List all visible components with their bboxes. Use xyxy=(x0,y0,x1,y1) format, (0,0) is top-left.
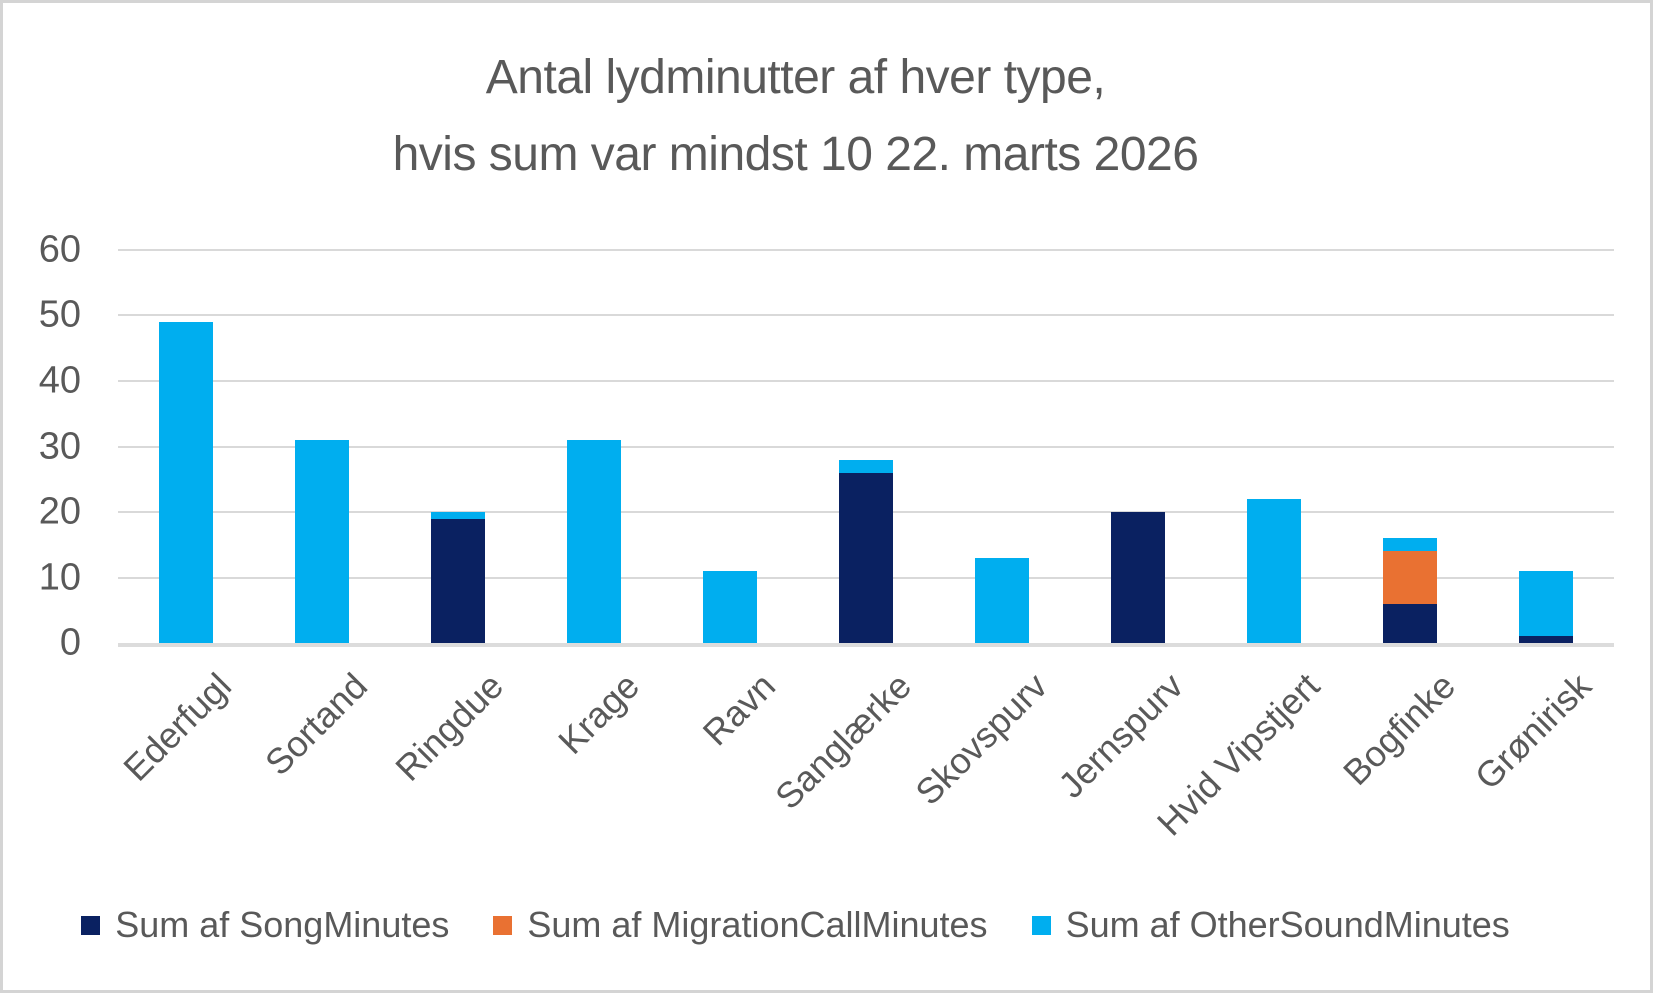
bar-segment xyxy=(1247,498,1301,643)
bar-segment xyxy=(1383,538,1437,552)
legend: Sum af SongMinutes Sum af MigrationCallM… xyxy=(3,901,1650,949)
bar-segment xyxy=(431,512,485,519)
legend-label-migrationcallminutes: Sum af MigrationCallMinutes xyxy=(527,904,988,945)
legend-item-othersoundminutes: Sum af OtherSoundMinutes xyxy=(1031,904,1510,946)
bar-bogfinke xyxy=(1342,250,1478,643)
y-tick-label-60: 60 xyxy=(38,228,81,271)
bar-segment xyxy=(1519,636,1573,643)
x-axis-label-sortand: Sortand xyxy=(256,665,375,784)
legend-swatch-migrationcallminutes xyxy=(493,915,513,935)
bar-segment xyxy=(295,439,349,643)
plot-area xyxy=(118,249,1614,647)
gridline-50 xyxy=(118,314,1614,317)
bar-segment xyxy=(1383,551,1437,604)
chart-title-line2: hvis sum var mindst 10 22. marts 2026 xyxy=(392,128,1199,181)
bar-hvid-vipstjert xyxy=(1206,250,1342,643)
gridline-30 xyxy=(118,445,1614,448)
bar-ringdue xyxy=(390,250,526,643)
bar-segment xyxy=(1111,512,1165,643)
bar-segment xyxy=(839,459,893,473)
y-tick-label-10: 10 xyxy=(38,556,81,598)
gridline-40 xyxy=(118,379,1614,382)
x-axis: Ederfugl Sortand Ringdue Krage Ravn Sanglærke… xyxy=(115,651,1614,851)
bar-segment xyxy=(1383,603,1437,643)
y-tick-label-40: 40 xyxy=(38,359,81,402)
bar-segment xyxy=(159,322,213,643)
legend-item-migrationcallminutes: Sum af MigrationCallMinutes xyxy=(493,904,988,946)
y-axis: 0 10 20 30 40 50 60 xyxy=(3,229,81,664)
bars-layer xyxy=(118,250,1614,643)
legend-swatch-othersoundminutes xyxy=(1031,915,1051,935)
x-axis-label-bogfinke: Bogfinke xyxy=(1334,665,1463,794)
bar-sortand xyxy=(254,250,390,643)
bar-sanglærke xyxy=(798,250,934,643)
legend-label-songminutes: Sum af SongMinutes xyxy=(115,904,450,945)
x-axis-label-jernspurv: Jernspurv xyxy=(1050,665,1191,806)
y-tick-label-50: 50 xyxy=(38,293,81,336)
bar-skovspurv xyxy=(934,250,1070,643)
y-tick-label-20: 20 xyxy=(38,490,81,533)
y-tick-label-0: 0 xyxy=(59,621,81,664)
legend-item-songminutes: Sum af SongMinutes xyxy=(81,904,449,946)
bar-ederfugl xyxy=(118,250,254,643)
x-axis-label-grønirisk: Grønirisk xyxy=(1466,665,1599,798)
x-axis-label-ederfugl: Ederfugl xyxy=(115,665,239,789)
bar-segment xyxy=(975,557,1029,643)
bar-jernspurv xyxy=(1070,250,1206,643)
gridline-60 xyxy=(118,249,1614,251)
bar-segment xyxy=(703,570,757,643)
bar-segment xyxy=(839,472,893,643)
chart-title-line1: Antal lydminutter af hver type, xyxy=(485,51,1106,104)
x-axis-label-ringdue: Ringdue xyxy=(387,665,511,789)
bar-segment xyxy=(567,439,621,643)
x-axis-label-skovspurv: Skovspurv xyxy=(907,665,1055,813)
x-axis-label-krage: Krage xyxy=(550,665,647,762)
x-axis-label-sanglærke: Sanglærke xyxy=(766,665,919,818)
bar-segment xyxy=(431,518,485,643)
bar-grønirisk xyxy=(1478,250,1614,643)
legend-label-othersoundminutes: Sum af OtherSoundMinutes xyxy=(1065,904,1510,945)
bar-segment xyxy=(1519,570,1573,637)
chart-title: Antal lydminutter af hver type, hvis sum… xyxy=(3,39,1650,193)
x-axis-label-ravn: Ravn xyxy=(694,665,784,754)
bar-ravn xyxy=(662,250,798,643)
legend-swatch-songminutes xyxy=(81,915,101,935)
y-tick-label-30: 30 xyxy=(38,425,81,467)
bar-krage xyxy=(526,250,662,643)
x-axis-line xyxy=(118,643,1614,647)
